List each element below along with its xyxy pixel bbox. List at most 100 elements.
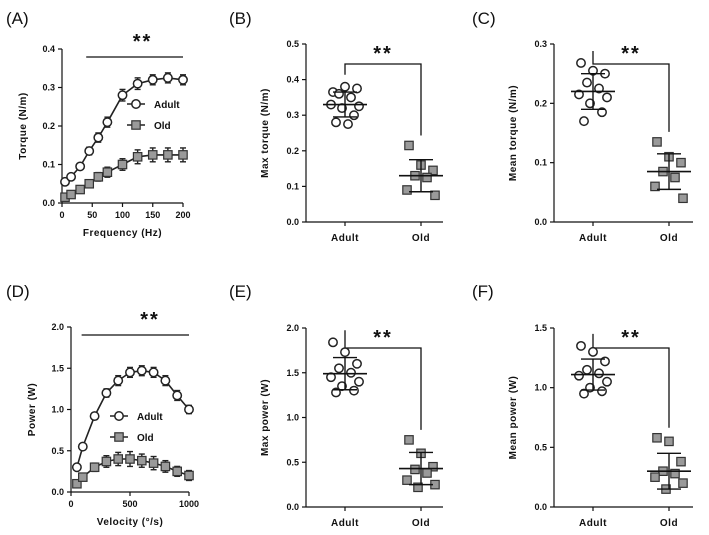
panel-label: (C) — [472, 9, 496, 28]
data-point — [678, 478, 688, 488]
legend-label: Adult — [154, 100, 180, 111]
data-point — [340, 81, 350, 92]
data-point — [354, 376, 364, 387]
x-tick-label: Adult — [579, 518, 607, 529]
y-tick-label: 0.0 — [286, 217, 299, 227]
data-point — [160, 375, 171, 386]
y-tick-label: 0.2 — [42, 121, 55, 131]
data-point — [117, 90, 128, 101]
data-point — [163, 150, 173, 160]
panel-f: (F) 0.0 0.5 1.0 1.5 Mean power (W) Adult Old ** — [472, 282, 693, 529]
legend-label: Adult — [137, 412, 163, 423]
data-point — [597, 107, 607, 118]
data-point — [66, 171, 77, 182]
significance-marker: ** — [373, 43, 393, 65]
group-old — [647, 137, 691, 204]
legend-marker — [131, 120, 141, 130]
data-point — [147, 150, 158, 160]
data-point — [676, 456, 686, 467]
data-point — [75, 161, 86, 172]
data-point — [574, 89, 584, 100]
x-tick-label: Old — [412, 518, 430, 529]
data-point — [652, 137, 662, 147]
y-tick-label: 0.2 — [286, 146, 299, 156]
y-tick-label: 1.0 — [286, 413, 299, 423]
data-point — [594, 83, 604, 94]
panel-a: (A) 0.0 0.1 0.2 0.3 0.4 Torque (N/m) 0 50 100 150 2… — [6, 9, 191, 239]
data-point — [404, 435, 414, 445]
group-adult — [323, 337, 367, 398]
data-point — [678, 193, 688, 204]
y-tick-label: 0.0 — [534, 217, 547, 227]
data-point — [602, 92, 612, 103]
data-point — [125, 454, 135, 464]
series-old — [60, 147, 188, 203]
significance-bracket — [344, 330, 422, 430]
data-point — [354, 101, 364, 112]
legend-item-old: Old — [110, 432, 154, 444]
y-tick-label: 0.5 — [534, 442, 547, 452]
x-tick-label: Old — [660, 233, 678, 244]
x-axis-label: Frequency (Hz) — [83, 228, 162, 239]
data-point — [652, 432, 662, 443]
data-point — [410, 464, 420, 475]
group-adult — [571, 58, 615, 127]
x-tick-label: 50 — [87, 210, 97, 220]
y-axis-label: Power (W) — [27, 383, 38, 436]
x-tick-label: 200 — [175, 210, 190, 220]
y-tick-label: 1.5 — [51, 363, 64, 373]
panel-label: (B) — [229, 9, 252, 28]
y-tick-label: 0.0 — [51, 487, 64, 497]
data-point — [132, 152, 143, 162]
data-point — [650, 181, 660, 192]
y-tick-label: 0.2 — [534, 98, 547, 108]
panel-b: (B) 0.0 0.1 0.2 0.3 0.4 0.5 Max torque (N/m) Adu… — [229, 9, 443, 244]
data-point — [574, 370, 584, 381]
y-tick-label: 0.5 — [286, 39, 299, 49]
data-point — [132, 78, 143, 89]
data-point — [331, 117, 341, 128]
data-point — [576, 58, 586, 68]
y-tick-label: 0.5 — [51, 446, 64, 456]
y-tick-label: 2.0 — [286, 323, 299, 333]
data-point — [670, 172, 680, 183]
x-tick-label: Adult — [331, 518, 359, 529]
y-tick-label: 0.1 — [286, 181, 299, 191]
data-point — [71, 462, 82, 473]
panel-d: (D) 0.0 0.5 1.0 1.5 2.0 Power (W) 0 500 1000 Veloc… — [6, 282, 199, 528]
data-point — [77, 472, 88, 482]
series-old — [72, 450, 194, 489]
y-tick-label: 1.0 — [534, 383, 547, 393]
y-axis-label: Mean power (W) — [508, 376, 519, 460]
y-tick-label: 0.1 — [534, 158, 547, 168]
y-tick-label: 0.3 — [42, 83, 55, 93]
legend-marker — [114, 411, 124, 421]
data-point — [72, 478, 82, 489]
data-point — [184, 404, 194, 415]
data-point — [328, 337, 338, 348]
x-tick-label: 500 — [122, 499, 137, 509]
y-tick-label: 0.5 — [286, 457, 299, 467]
data-point — [602, 376, 612, 387]
data-point — [352, 358, 362, 369]
group-old — [399, 140, 443, 201]
x-tick-label: Old — [412, 233, 430, 244]
panel-e: (E) 0.0 0.5 1.0 1.5 2.0 Max power (W) Adult Old *… — [229, 282, 443, 529]
legend-label: Old — [137, 433, 154, 444]
data-point — [113, 454, 123, 464]
significance-bracket — [592, 51, 670, 132]
legend-marker — [131, 99, 141, 109]
y-tick-label: 1.5 — [534, 323, 547, 333]
data-point — [147, 74, 158, 85]
y-axis-label: Mean torque (N/m) — [508, 85, 519, 181]
data-point — [89, 462, 100, 473]
data-point — [101, 388, 112, 398]
data-point — [346, 92, 356, 103]
legend-marker — [114, 432, 124, 442]
x-tick-label: Adult — [579, 233, 607, 244]
y-tick-label: 0.3 — [534, 39, 547, 49]
data-point — [162, 72, 173, 83]
data-point — [422, 468, 432, 478]
group-adult — [323, 81, 367, 130]
data-point — [334, 88, 344, 99]
